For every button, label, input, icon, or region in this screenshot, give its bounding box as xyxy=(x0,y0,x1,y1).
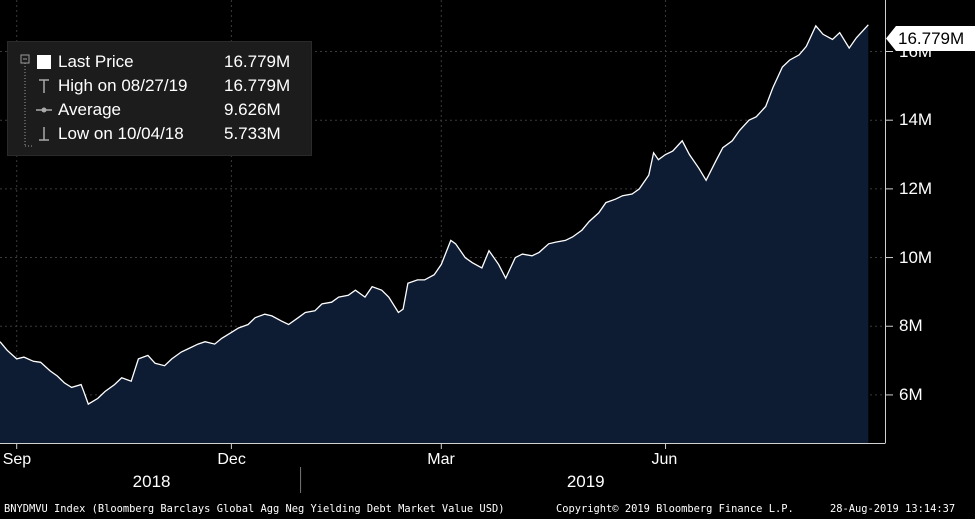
y-tick-label: 10M xyxy=(899,247,933,267)
y-tick-label: 12M xyxy=(899,178,933,198)
y-tick-label: 8M xyxy=(899,316,923,336)
average-marker-icon xyxy=(36,107,52,113)
legend-value: 16.779M xyxy=(224,76,291,95)
x-year-label: 2019 xyxy=(566,472,605,491)
last-price-tag xyxy=(886,26,975,51)
legend-item-last-price: Last Price 16.779M xyxy=(8,50,311,74)
white-square-icon xyxy=(37,55,51,69)
axes xyxy=(0,0,893,493)
legend-item-high: High on 08/27/19 16.779M xyxy=(8,74,311,98)
footer-index-description: BNYDMVU Index (Bloomberg Barclays Global… xyxy=(4,503,505,515)
legend-item-low: Low on 10/04/18 5.733M xyxy=(8,122,311,146)
x-tick-label: Dec xyxy=(217,451,246,468)
footer-copyright: Copyright© 2019 Bloomberg Finance L.P. xyxy=(556,503,794,515)
high-marker-icon xyxy=(39,79,49,93)
legend-item-average: Average 9.626M xyxy=(8,98,311,122)
legend-label: Last Price xyxy=(58,52,134,71)
x-tick-label: Mar xyxy=(427,451,455,468)
legend-label: Low on 10/04/18 xyxy=(58,124,184,143)
legend-value: 9.626M xyxy=(224,100,281,119)
last-price-tag-label: 16.779M xyxy=(898,29,965,48)
legend-tree-connector xyxy=(20,54,32,147)
legend-value: 16.779M xyxy=(224,52,291,71)
y-tick-label: 6M xyxy=(899,384,923,404)
x-tick-label: Sep xyxy=(2,451,32,468)
price-area xyxy=(0,24,869,444)
footer-timestamp: 28-Aug-2019 13:14:37 xyxy=(830,503,956,515)
low-marker-icon xyxy=(39,127,49,141)
legend-value: 5.733M xyxy=(224,124,281,143)
price-line xyxy=(0,24,869,406)
x-tick-label: Jun xyxy=(651,451,678,468)
x-year-label: 2018 xyxy=(132,472,171,491)
legend-label: High on 08/27/19 xyxy=(58,76,188,95)
y-tick-label: 14M xyxy=(899,110,933,130)
y-tick-label: 16M xyxy=(899,41,933,61)
legend-box: Last Price 16.779M High on 08/27/19 16.7… xyxy=(7,41,312,156)
legend-label: Average xyxy=(58,100,122,119)
